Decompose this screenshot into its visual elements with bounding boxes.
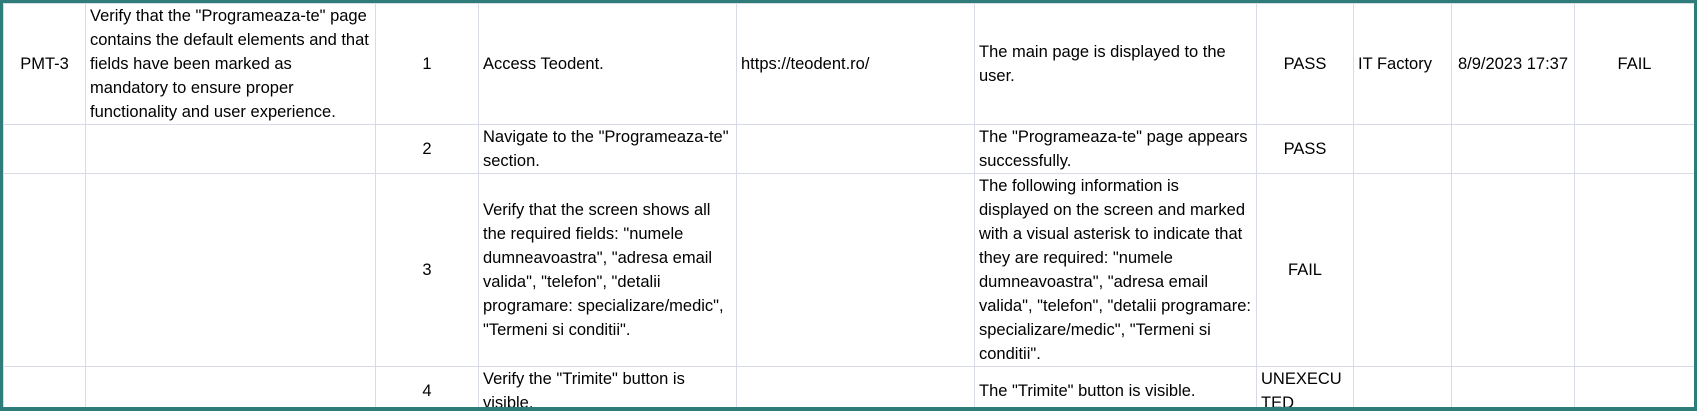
step-status-cell[interactable]: FAIL [1256,173,1354,367]
table-row: 2 Navigate to the "Programeaza-te" secti… [3,124,1694,174]
overall-status-cell[interactable] [1574,124,1694,174]
description-cell[interactable] [85,366,376,407]
table-row: 3 Verify that the screen shows all the r… [3,173,1694,367]
test-id-cell[interactable] [3,366,86,407]
test-data-cell[interactable] [736,366,975,407]
step-status-cell[interactable]: UNEXECUTED [1256,366,1354,407]
action-cell[interactable]: Verify the "Trimite" button is visible. [478,366,737,407]
expected-result-cell[interactable]: The "Trimite" button is visible. [974,366,1257,407]
step-number-cell[interactable]: 4 [375,366,479,407]
date-cell[interactable] [1451,173,1575,367]
step-number-cell[interactable]: 3 [375,173,479,367]
tester-cell[interactable] [1353,173,1452,367]
action-cell[interactable]: Access Teodent. [478,3,737,125]
date-cell[interactable] [1451,366,1575,407]
date-cell[interactable]: 8/9/2023 17:37 [1451,3,1575,125]
tester-cell[interactable]: IT Factory [1353,3,1452,125]
test-id-cell[interactable] [3,124,86,174]
test-data-cell[interactable] [736,173,975,367]
table-body: PMT-3 Verify that the "Programeaza-te" p… [3,3,1694,407]
overall-status-cell[interactable] [1574,173,1694,367]
expected-result-cell[interactable]: The "Programeaza-te" page appears succes… [974,124,1257,174]
table-row: 4 Verify the "Trimite" button is visible… [3,366,1694,407]
expected-result-cell[interactable]: The following information is displayed o… [974,173,1257,367]
overall-status-cell[interactable]: FAIL [1574,3,1694,125]
step-number-cell[interactable]: 1 [375,3,479,125]
action-cell[interactable]: Verify that the screen shows all the req… [478,173,737,367]
overall-status-cell[interactable] [1574,366,1694,407]
description-cell[interactable] [85,173,376,367]
step-number-cell[interactable]: 2 [375,124,479,174]
test-id-cell[interactable] [3,173,86,367]
tester-cell[interactable] [1353,124,1452,174]
date-cell[interactable] [1451,124,1575,174]
step-status-cell[interactable]: PASS [1256,124,1354,174]
expected-result-cell[interactable]: The main page is displayed to the user. [974,3,1257,125]
test-data-cell[interactable]: https://teodent.ro/ [736,3,975,125]
step-status-cell[interactable]: PASS [1256,3,1354,125]
test-case-sheet: PMT-3 Verify that the "Programeaza-te" p… [3,3,1694,407]
action-cell[interactable]: Navigate to the "Programeaza-te" section… [478,124,737,174]
test-data-cell[interactable] [736,124,975,174]
tester-cell[interactable] [1353,366,1452,407]
description-cell[interactable] [85,124,376,174]
description-cell[interactable]: Verify that the "Programeaza-te" page co… [85,3,376,125]
table-row: PMT-3 Verify that the "Programeaza-te" p… [3,3,1694,125]
test-id-cell[interactable]: PMT-3 [3,3,86,125]
